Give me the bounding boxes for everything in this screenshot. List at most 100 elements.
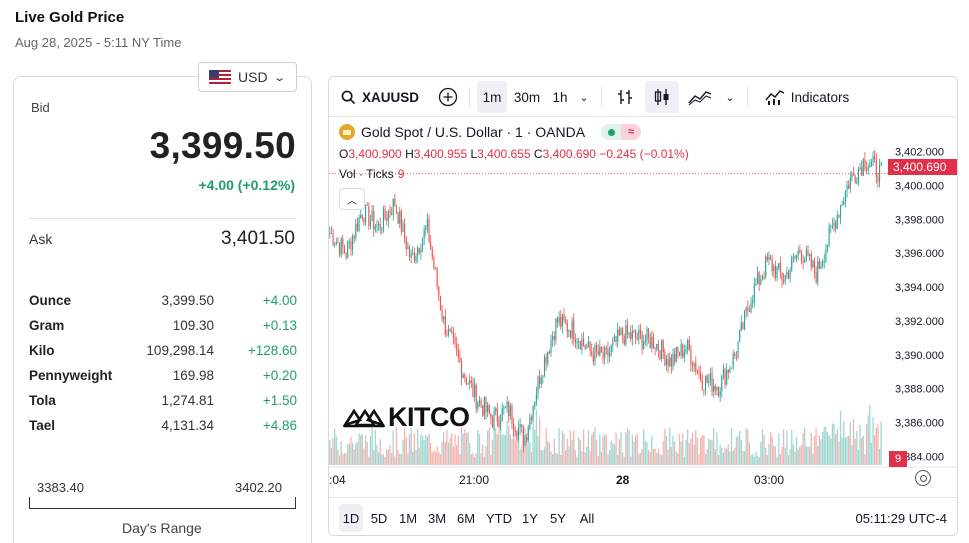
range-all[interactable]: All — [579, 510, 595, 526]
volume-bar — [605, 434, 607, 465]
volume-bar — [727, 444, 729, 465]
candle-body — [726, 370, 728, 385]
volume-bar — [366, 442, 368, 465]
candles-chart-type-button[interactable] — [645, 81, 679, 113]
range-5d[interactable]: 5D — [370, 510, 388, 526]
volume-bar — [721, 447, 723, 465]
volume-bar — [447, 442, 450, 465]
volume-bar — [556, 453, 559, 465]
volume-bar — [428, 433, 430, 465]
search-icon — [341, 90, 356, 104]
candle-body — [638, 329, 640, 339]
volume-bar — [527, 427, 529, 465]
candle-body — [353, 236, 355, 238]
volume-bar — [399, 453, 401, 465]
volume-bar — [717, 455, 720, 465]
candle-body — [867, 166, 869, 171]
candle-body — [473, 384, 476, 397]
interval-dropdown-icon[interactable]: ⌄ — [579, 91, 589, 104]
candle-body — [799, 250, 801, 253]
volume-bar — [340, 441, 342, 465]
plus-circle-icon — [438, 87, 458, 107]
currency-select[interactable]: USD ⌄ — [198, 62, 297, 92]
range-3m[interactable]: 3M — [427, 510, 447, 526]
volume-bar — [490, 454, 492, 465]
candle-body — [592, 354, 594, 362]
volume-bar — [726, 448, 728, 465]
volume-bar — [659, 453, 661, 465]
candle-body — [365, 204, 367, 223]
volume-bar — [709, 439, 712, 465]
candle-body — [425, 227, 427, 230]
candle-body — [402, 223, 404, 232]
candle-body — [742, 322, 744, 330]
volume-bar — [498, 416, 500, 465]
volume-bar — [810, 432, 812, 465]
page-title: Live Gold Price — [15, 9, 125, 26]
volume-bar — [521, 446, 523, 465]
candle-body — [815, 272, 817, 283]
chart-type-dropdown-icon[interactable]: ⌄ — [725, 91, 735, 104]
volume-bar — [514, 440, 516, 465]
volume-bar — [812, 453, 814, 465]
candle-body — [553, 336, 555, 340]
range-ytd[interactable]: YTD — [486, 510, 512, 526]
range-5y[interactable]: 5Y — [550, 510, 566, 526]
volume-bar — [410, 427, 412, 465]
area-chart-type-button[interactable] — [683, 81, 717, 113]
volume-bar — [641, 448, 643, 465]
candle-body — [874, 156, 876, 160]
volume-bar — [675, 451, 677, 465]
gold-symbol-icon — [339, 124, 355, 140]
candle-body — [431, 249, 433, 258]
candle-body — [778, 263, 780, 267]
range-1y[interactable]: 1Y — [522, 510, 538, 526]
volume-bar — [473, 456, 476, 465]
bar-chart-type-button[interactable] — [609, 81, 641, 113]
candle-body — [480, 400, 482, 406]
volume-bar — [828, 435, 830, 465]
candle-body — [687, 339, 689, 349]
volume-bar — [379, 439, 381, 465]
interval-1h[interactable]: 1h — [552, 89, 568, 105]
candle-body — [574, 339, 576, 343]
candle-body — [332, 233, 334, 246]
candle-body — [434, 268, 437, 270]
compare-symbol-button[interactable] — [433, 81, 463, 113]
candle-body — [774, 266, 777, 278]
unit-row-ounce: Ounce 3,399.50 +4.00 — [29, 292, 297, 317]
candle-body — [695, 362, 697, 372]
interval-1m[interactable]: 1m — [477, 81, 507, 113]
volume-bar — [420, 434, 422, 465]
volume-bar — [460, 427, 463, 465]
candle-body — [641, 333, 643, 349]
symbol-search[interactable]: XAUUSD — [337, 81, 419, 113]
range-6m[interactable]: 6M — [456, 510, 476, 526]
volume-bar — [634, 435, 637, 465]
range-1d[interactable]: 1D — [339, 504, 363, 532]
market-status-pill: ≈ — [601, 124, 642, 140]
range-1m[interactable]: 1M — [398, 510, 418, 526]
candle-body — [415, 255, 417, 262]
volume-bar — [706, 448, 708, 465]
candle-body — [477, 403, 479, 409]
candle-body — [791, 257, 793, 270]
candle-body — [675, 347, 677, 362]
candle-body — [421, 238, 424, 251]
volume-bar — [874, 435, 876, 465]
candle-body — [828, 226, 830, 246]
candlestick-chart[interactable]: 3,402.000 3,400.000 3,398.000 3,396.000 3,39… — [329, 117, 958, 497]
y-tick-label: 3,384.000 — [895, 452, 944, 464]
volume-bar — [662, 441, 664, 465]
interval-30m[interactable]: 30m — [513, 89, 541, 105]
candle-body — [469, 380, 471, 384]
candle-body — [487, 405, 489, 413]
chart-settings-icon[interactable] — [915, 470, 931, 486]
candle-body — [508, 401, 510, 417]
volume-bar — [633, 441, 635, 465]
volume-bar — [878, 448, 881, 465]
volume-bar — [382, 454, 385, 465]
collapse-legend-button[interactable]: ︿ — [339, 188, 365, 210]
candle-body — [739, 330, 741, 342]
indicators-button[interactable]: Indicators — [757, 81, 857, 113]
